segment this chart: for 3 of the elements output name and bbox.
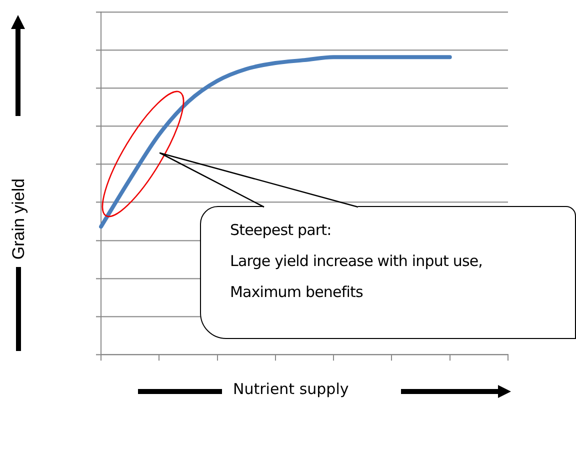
annotation: Steepest part: Large yield increase with input use, Maximum benefits bbox=[230, 220, 483, 303]
y-axis-title: Grain yield bbox=[9, 178, 29, 260]
x-axis-title: Nutrient supply bbox=[233, 380, 349, 398]
